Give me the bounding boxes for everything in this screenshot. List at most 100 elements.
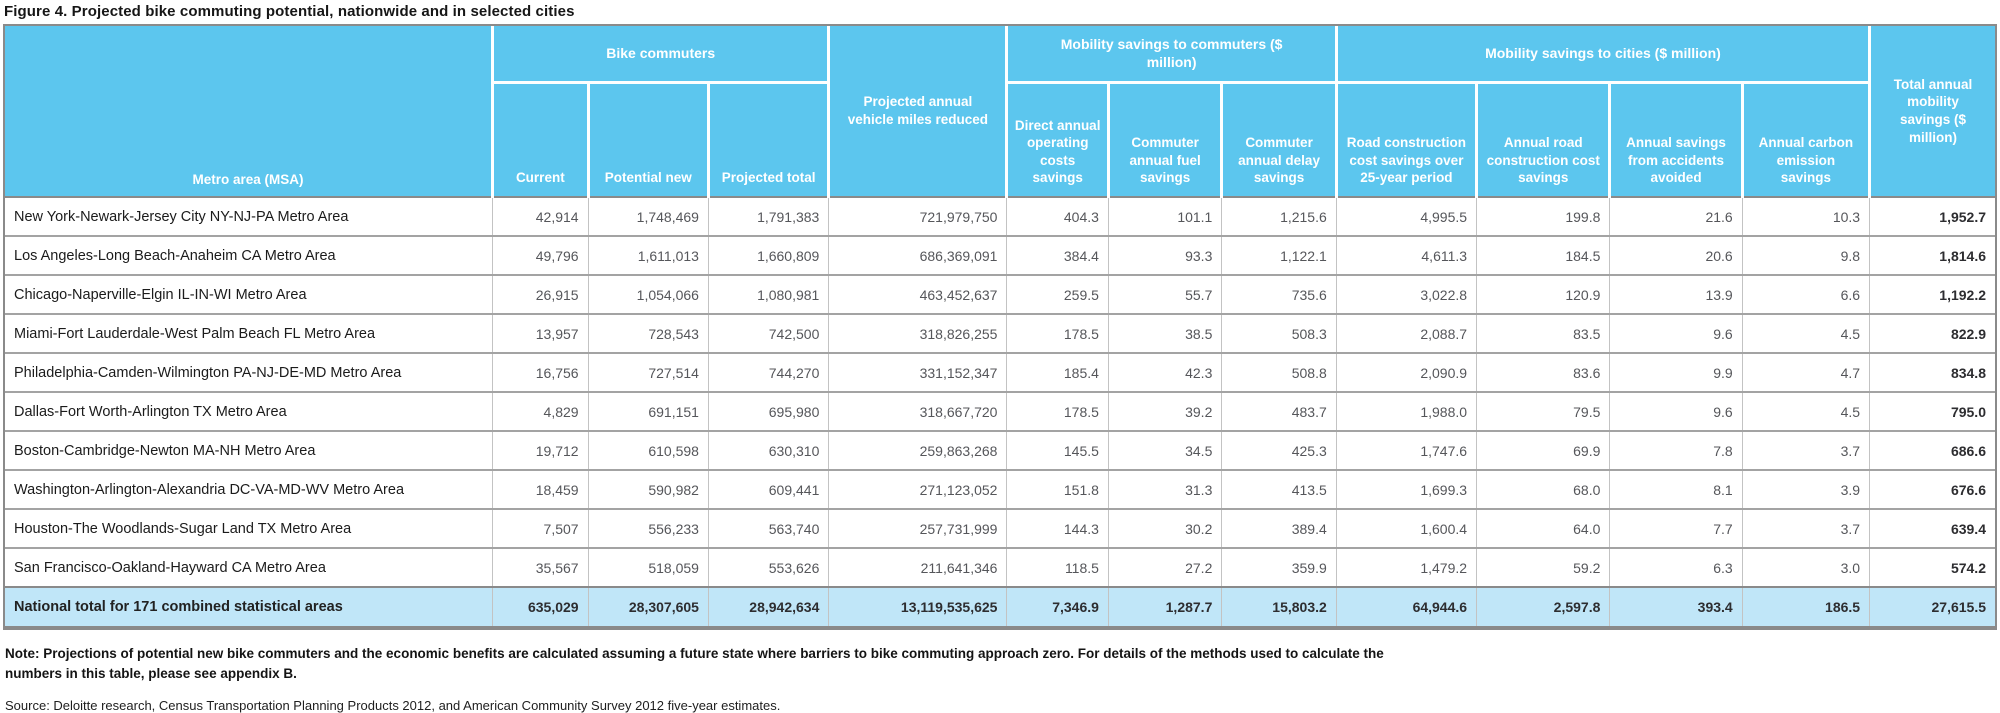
col-group-commuter-savings: Mobility savings to commuters ($ million… [1005, 26, 1338, 82]
metro-cell: Chicago-Naperville-Elgin IL-IN-WI Metro … [5, 274, 493, 314]
value-cell: 64.0 [1476, 508, 1610, 548]
value-cell: 3.7 [1741, 430, 1870, 470]
value-cell: 185.4 [1006, 352, 1109, 392]
table-row: Philadelphia-Camden-Wilmington PA-NJ-DE-… [5, 352, 1995, 392]
value-cell: 1,660,809 [707, 235, 829, 275]
value-cell: 15,803.2 [1221, 586, 1337, 626]
value-cell: 27,615.5 [1869, 586, 1995, 626]
table-row: Houston-The Woodlands-Sugar Land TX Metr… [5, 508, 1995, 548]
value-cell: 1,054,066 [587, 274, 709, 314]
col-header-accidents-avoided: Annual savings from accidents avoided [1608, 80, 1744, 197]
value-cell: 1,122.1 [1221, 235, 1337, 275]
col-group-city-savings: Mobility savings to cities ($ million) [1334, 26, 1872, 82]
value-cell: 55.7 [1107, 274, 1222, 314]
value-cell: 259.5 [1006, 274, 1109, 314]
value-cell: 83.5 [1476, 313, 1610, 353]
value-cell: 318,826,255 [828, 313, 1007, 353]
value-cell: 508.8 [1221, 352, 1337, 392]
value-cell: 691,151 [587, 391, 709, 431]
source-text: Source: Deloitte research, Census Transp… [5, 697, 781, 713]
value-cell: 413.5 [1221, 469, 1337, 509]
value-cell: 676.6 [1869, 469, 1995, 509]
value-cell: 257,731,999 [828, 508, 1007, 548]
note-text: Note: Projections of potential new bike … [5, 646, 1384, 682]
value-cell: 7,346.9 [1006, 586, 1109, 626]
value-cell: 742,500 [707, 313, 829, 353]
value-cell: 6.6 [1741, 274, 1870, 314]
value-cell: 727,514 [587, 352, 709, 392]
value-cell: 186.5 [1741, 586, 1870, 626]
table-body: New York-Newark-Jersey City NY-NJ-PA Met… [5, 196, 1995, 626]
value-cell: 721,979,750 [828, 196, 1007, 236]
value-cell: 639.4 [1869, 508, 1995, 548]
value-cell: 19,712 [492, 430, 589, 470]
metro-cell: Los Angeles-Long Beach-Anaheim CA Metro … [5, 235, 493, 275]
value-cell: 610,598 [587, 430, 709, 470]
col-header-road-construction-25yr: Road construction cost savings over 25-y… [1334, 80, 1479, 197]
metro-cell: Boston-Cambridge-Newton MA-NH Metro Area [5, 430, 493, 470]
value-cell: 59.2 [1476, 547, 1610, 587]
value-cell: 120.9 [1476, 274, 1610, 314]
value-cell: 259,863,268 [828, 430, 1007, 470]
metro-cell: San Francisco-Oakland-Hayward CA Metro A… [5, 547, 493, 587]
value-cell: 4.7 [1741, 352, 1870, 392]
total-row: National total for 171 combined statisti… [5, 586, 1995, 626]
value-cell: 145.5 [1006, 430, 1109, 470]
value-cell: 574.2 [1869, 547, 1995, 587]
value-cell: 28,942,634 [707, 586, 829, 626]
value-cell: 13,957 [492, 313, 589, 353]
value-cell: 7.7 [1609, 508, 1743, 548]
value-cell: 13,119,535,625 [828, 586, 1007, 626]
value-cell: 1,747.6 [1335, 430, 1477, 470]
table-row: New York-Newark-Jersey City NY-NJ-PA Met… [5, 196, 1995, 236]
value-cell: 1,080,981 [707, 274, 829, 314]
value-cell: 4,829 [492, 391, 589, 431]
value-cell: 3.0 [1741, 547, 1870, 587]
value-cell: 1,611,013 [587, 235, 709, 275]
col-group-bike-commuters: Bike commuters [491, 26, 831, 82]
value-cell: 590,982 [587, 469, 709, 509]
metro-cell: Dallas-Fort Worth-Arlington TX Metro Are… [5, 391, 493, 431]
value-cell: 101.1 [1107, 196, 1222, 236]
value-cell: 9.8 [1741, 235, 1870, 275]
value-cell: 83.6 [1476, 352, 1610, 392]
value-cell: 404.3 [1006, 196, 1109, 236]
value-cell: 1,287.7 [1107, 586, 1222, 626]
value-cell: 178.5 [1006, 391, 1109, 431]
value-cell: 635,029 [492, 586, 589, 626]
value-cell: 1,791,383 [707, 196, 829, 236]
value-cell: 609,441 [707, 469, 829, 509]
value-cell: 4,611.3 [1335, 235, 1477, 275]
value-cell: 553,626 [707, 547, 829, 587]
value-cell: 3.7 [1741, 508, 1870, 548]
value-cell: 211,641,346 [828, 547, 1007, 587]
value-cell: 16,756 [492, 352, 589, 392]
figure-title: Figure 4. Projected bike commuting poten… [4, 3, 575, 20]
value-cell: 20.6 [1609, 235, 1743, 275]
value-cell: 271,123,052 [828, 469, 1007, 509]
value-cell: 384.4 [1006, 235, 1109, 275]
table-row: San Francisco-Oakland-Hayward CA Metro A… [5, 547, 1995, 587]
table-row: Chicago-Naperville-Elgin IL-IN-WI Metro … [5, 274, 1995, 314]
col-header-annual-road-construction: Annual road construction cost savings [1475, 80, 1612, 197]
value-cell: 4,995.5 [1335, 196, 1477, 236]
value-cell: 7.8 [1609, 430, 1743, 470]
value-cell: 508.3 [1221, 313, 1337, 353]
value-cell: 4.5 [1741, 313, 1870, 353]
value-cell: 21.6 [1609, 196, 1743, 236]
value-cell: 463,452,637 [828, 274, 1007, 314]
value-cell: 39.2 [1107, 391, 1222, 431]
col-header-carbon-emission: Annual carbon emission savings [1740, 80, 1872, 197]
value-cell: 13.9 [1609, 274, 1743, 314]
value-cell: 1,748,469 [587, 196, 709, 236]
metro-cell: Houston-The Woodlands-Sugar Land TX Metr… [5, 508, 493, 548]
value-cell: 518,059 [587, 547, 709, 587]
value-cell: 6.3 [1609, 547, 1743, 587]
value-cell: 2,597.8 [1476, 586, 1610, 626]
data-table: Metro area (MSA) Bike commuters Projecte… [5, 26, 1995, 626]
value-cell: 563,740 [707, 508, 829, 548]
value-cell: 1,699.3 [1335, 469, 1477, 509]
value-cell: 199.8 [1476, 196, 1610, 236]
value-cell: 10.3 [1741, 196, 1870, 236]
value-cell: 9.6 [1609, 391, 1743, 431]
